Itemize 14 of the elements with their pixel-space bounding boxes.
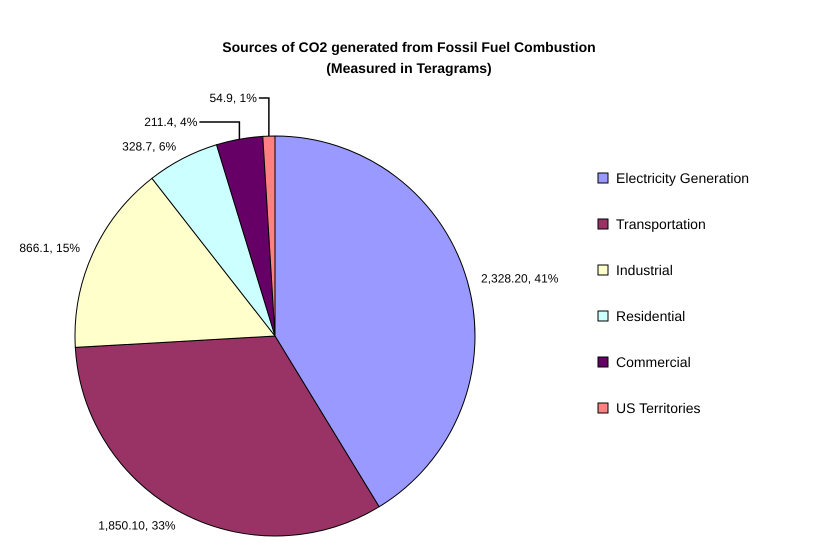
legend-label: Residential <box>616 308 686 324</box>
data-label: 1,850.10, 33% <box>98 518 176 533</box>
data-label: 54.9, 1% <box>210 91 258 106</box>
chart-subtitle: (Measured in Teragrams) <box>326 60 492 76</box>
legend-label: Commercial <box>616 354 691 370</box>
legend-label: Transportation <box>616 216 706 232</box>
legend-label: Electricity Generation <box>616 170 750 186</box>
data-label: 2,328.20, 41% <box>481 271 559 286</box>
legend-label: US Territories <box>616 400 701 416</box>
chart-title: Sources of CO2 generated from Fossil Fuel Combustion <box>222 39 596 55</box>
data-label: 211.4, 4% <box>144 115 198 130</box>
data-label: 866.1, 15% <box>19 240 80 255</box>
data-label: 328.7, 6% <box>122 139 177 154</box>
legend-label: Industrial <box>616 262 673 278</box>
